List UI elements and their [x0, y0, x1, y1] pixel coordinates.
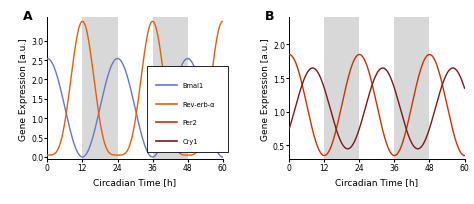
- Bar: [82, 18, 118, 159]
- Text: Rev-erb-α: Rev-erb-α: [182, 101, 215, 107]
- X-axis label: Circadian Time [h]: Circadian Time [h]: [335, 178, 419, 187]
- Bar: [394, 18, 429, 159]
- Y-axis label: Gene Expression [a.u.]: Gene Expression [a.u.]: [261, 38, 270, 140]
- Bar: [324, 18, 359, 159]
- FancyBboxPatch shape: [147, 66, 228, 152]
- Y-axis label: Gene Expression [a.u.]: Gene Expression [a.u.]: [19, 38, 28, 140]
- Text: A: A: [23, 10, 33, 23]
- Text: Bmal1: Bmal1: [182, 83, 203, 89]
- Bar: [153, 18, 188, 159]
- Text: Cry1: Cry1: [182, 138, 198, 144]
- Text: Per2: Per2: [182, 120, 197, 125]
- Text: B: B: [264, 10, 274, 23]
- X-axis label: Circadian Time [h]: Circadian Time [h]: [93, 178, 177, 187]
